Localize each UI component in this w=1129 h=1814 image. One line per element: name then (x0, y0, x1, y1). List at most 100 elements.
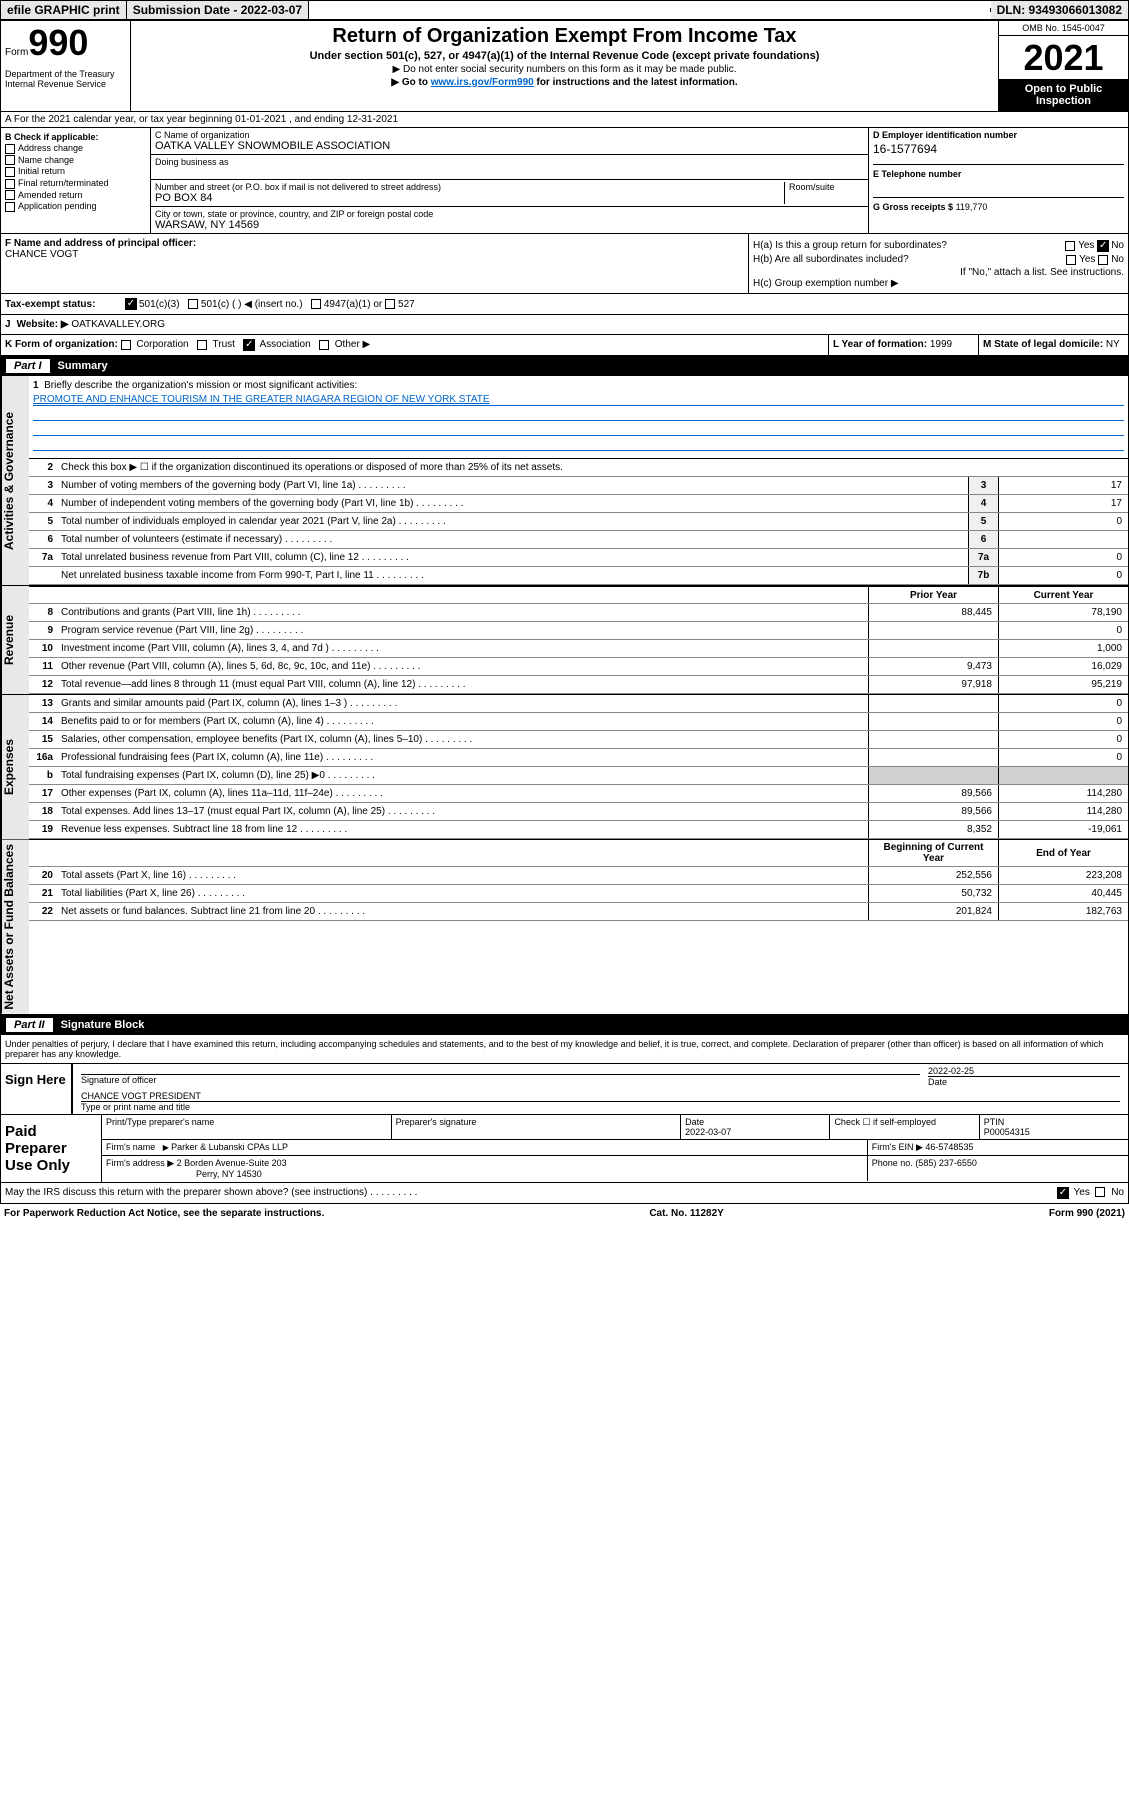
gross-lbl: G Gross receipts $ (873, 202, 953, 212)
dba-lbl: Doing business as (155, 157, 229, 167)
side-expenses: Expenses (1, 695, 29, 839)
firm-name-lbl: Firm's name (106, 1142, 155, 1152)
row-j: J Website: ▶ OATKAVALLEY.ORG (0, 315, 1129, 335)
checkbox[interactable] (5, 190, 15, 200)
ein-lbl: D Employer identification number (873, 130, 1124, 140)
form-title: Return of Organization Exempt From Incom… (135, 25, 994, 48)
section-a: A For the 2021 calendar year, or tax yea… (0, 112, 1129, 128)
paid-preparer-lbl: Paid Preparer Use Only (1, 1115, 101, 1182)
signature-block: Under penalties of perjury, I declare th… (0, 1035, 1129, 1204)
sig-officer-lbl: Signature of officer (81, 1075, 156, 1085)
checkbox[interactable] (5, 144, 15, 154)
state-domicile: NY (1106, 339, 1120, 350)
officer-lbl: F Name and address of principal officer: (5, 238, 744, 249)
dln: DLN: 93493066013082 (991, 1, 1128, 19)
discuss-no[interactable] (1095, 1187, 1105, 1197)
year-formation-lbl: L Year of formation: (833, 339, 927, 350)
firm-addr-lbl: Firm's address ▶ (106, 1158, 174, 1168)
ptin-lbl: PTIN (984, 1117, 1005, 1127)
ha-yes[interactable] (1065, 241, 1075, 251)
hb-note: If "No," attach a list. See instructions… (753, 267, 1124, 278)
sign-here-lbl: Sign Here (1, 1064, 71, 1114)
form-number: 990 (28, 22, 88, 63)
501c3-check[interactable]: ✓ (125, 298, 137, 310)
website-url: OATKAVALLEY.ORG (71, 319, 165, 330)
col-current: Current Year (998, 587, 1128, 603)
501c-check[interactable] (188, 299, 198, 309)
expenses-section: Expenses 13Grants and similar amounts pa… (0, 695, 1129, 840)
tax-year: 2021 (999, 36, 1128, 79)
officer-name: CHANCE VOGT (5, 249, 744, 260)
ha-no[interactable]: ✓ (1097, 240, 1109, 252)
box-c: C Name of organizationOATKA VALLEY SNOWM… (151, 128, 868, 233)
form-header: Form990 Department of the Treasury Inter… (0, 20, 1129, 112)
mission-q: Briefly describe the organization's miss… (44, 380, 357, 391)
revenue-section: Revenue Prior YearCurrent Year 8Contribu… (0, 586, 1129, 695)
website-lbl: Website: ▶ (17, 319, 69, 330)
governance-section: Activities & Governance 1 Briefly descri… (0, 376, 1129, 586)
hb-yes[interactable] (1066, 255, 1076, 265)
section-bcde: B Check if applicable: Address changeNam… (0, 128, 1129, 234)
efile-label[interactable]: efile GRAPHIC print (1, 1, 127, 19)
col-beginning: Beginning of Current Year (868, 840, 998, 866)
preparer-name-hdr: Print/Type preparer's name (102, 1115, 392, 1139)
checkbox[interactable] (5, 202, 15, 212)
4947-check[interactable] (311, 299, 321, 309)
prep-date-lbl: Date (685, 1117, 704, 1127)
checkbox[interactable] (5, 167, 15, 177)
c-name-lbl: C Name of organization (155, 130, 250, 140)
hb-no[interactable] (1098, 255, 1108, 265)
declaration-text: Under penalties of perjury, I declare th… (1, 1035, 1128, 1063)
paperwork-notice: For Paperwork Reduction Act Notice, see … (4, 1208, 324, 1219)
ein-value: 16-1577694 (873, 142, 1124, 156)
self-emp-check[interactable]: Check ☐ if self-employed (830, 1115, 979, 1139)
527-check[interactable] (385, 299, 395, 309)
checkbox[interactable] (5, 179, 15, 189)
q2-text: Check this box ▶ ☐ if the organization d… (57, 460, 1128, 475)
form-subtitle: Under section 501(c), 527, or 4947(a)(1)… (135, 50, 994, 62)
part1-header: Part I Summary (0, 356, 1129, 376)
side-netassets: Net Assets or Fund Balances (1, 840, 29, 1014)
name-title-lbl: Type or print name and title (81, 1102, 190, 1112)
form-org-lbl: K Form of organization: (5, 339, 118, 350)
box-b: B Check if applicable: Address changeNam… (1, 128, 151, 233)
org-name: OATKA VALLEY SNOWMOBILE ASSOCIATION (155, 140, 390, 152)
col-prior: Prior Year (868, 587, 998, 603)
discuss-question: May the IRS discuss this return with the… (5, 1187, 367, 1198)
firm-ein-lbl: Firm's EIN ▶ (872, 1142, 923, 1152)
mission-text: PROMOTE AND ENHANCE TOURISM IN THE GREAT… (33, 394, 490, 405)
year-formation: 1999 (930, 339, 952, 350)
netassets-section: Net Assets or Fund Balances Beginning of… (0, 840, 1129, 1015)
checkbox[interactable] (5, 155, 15, 165)
prep-date: 2022-03-07 (685, 1127, 731, 1137)
submission-date: Submission Date - 2022-03-07 (127, 1, 309, 19)
header-bar: efile GRAPHIC print Submission Date - 20… (0, 0, 1129, 20)
ptin-val: P00054315 (984, 1127, 1030, 1137)
omb-number: OMB No. 1545-0047 (999, 21, 1128, 36)
page-footer: For Paperwork Reduction Act Notice, see … (0, 1204, 1129, 1223)
officer-typed-name: CHANCE VOGT PRESIDENT (81, 1091, 1120, 1101)
discuss-yes[interactable]: ✓ (1057, 1187, 1069, 1199)
firm-ein: 46-5748535 (925, 1142, 973, 1152)
room-lbl: Room/suite (789, 182, 835, 192)
box-h: H(a) Is this a group return for subordin… (748, 234, 1128, 293)
city-lbl: City or town, state or province, country… (155, 209, 433, 219)
dept-treasury: Department of the Treasury Internal Reve… (5, 69, 126, 89)
part2-label: Part II (6, 1018, 53, 1032)
irs-link[interactable]: www.irs.gov/Form990 (431, 77, 534, 88)
firm-name: Parker & Lubanski CPAs LLP (163, 1142, 288, 1152)
row-klm: K Form of organization: Corporation Trus… (0, 335, 1129, 356)
ha-question: H(a) Is this a group return for subordin… (753, 240, 947, 252)
section-fh: F Name and address of principal officer:… (0, 234, 1129, 294)
firm-phone-lbl: Phone no. (872, 1158, 913, 1168)
box-deg: D Employer identification number 16-1577… (868, 128, 1128, 233)
gross-receipts: 119,770 (956, 202, 988, 212)
hb-question: H(b) Are all subordinates included? (753, 254, 909, 265)
open-inspection: Open to Public Inspection (999, 79, 1128, 111)
form-note1: ▶ Do not enter social security numbers o… (135, 64, 994, 75)
side-governance: Activities & Governance (1, 376, 29, 585)
row-i: Tax-exempt status: ✓ 501(c)(3) 501(c) ( … (0, 294, 1129, 315)
domicile-lbl: M State of legal domicile: (983, 339, 1103, 350)
col-end: End of Year (998, 840, 1128, 866)
part1-label: Part I (6, 359, 50, 373)
